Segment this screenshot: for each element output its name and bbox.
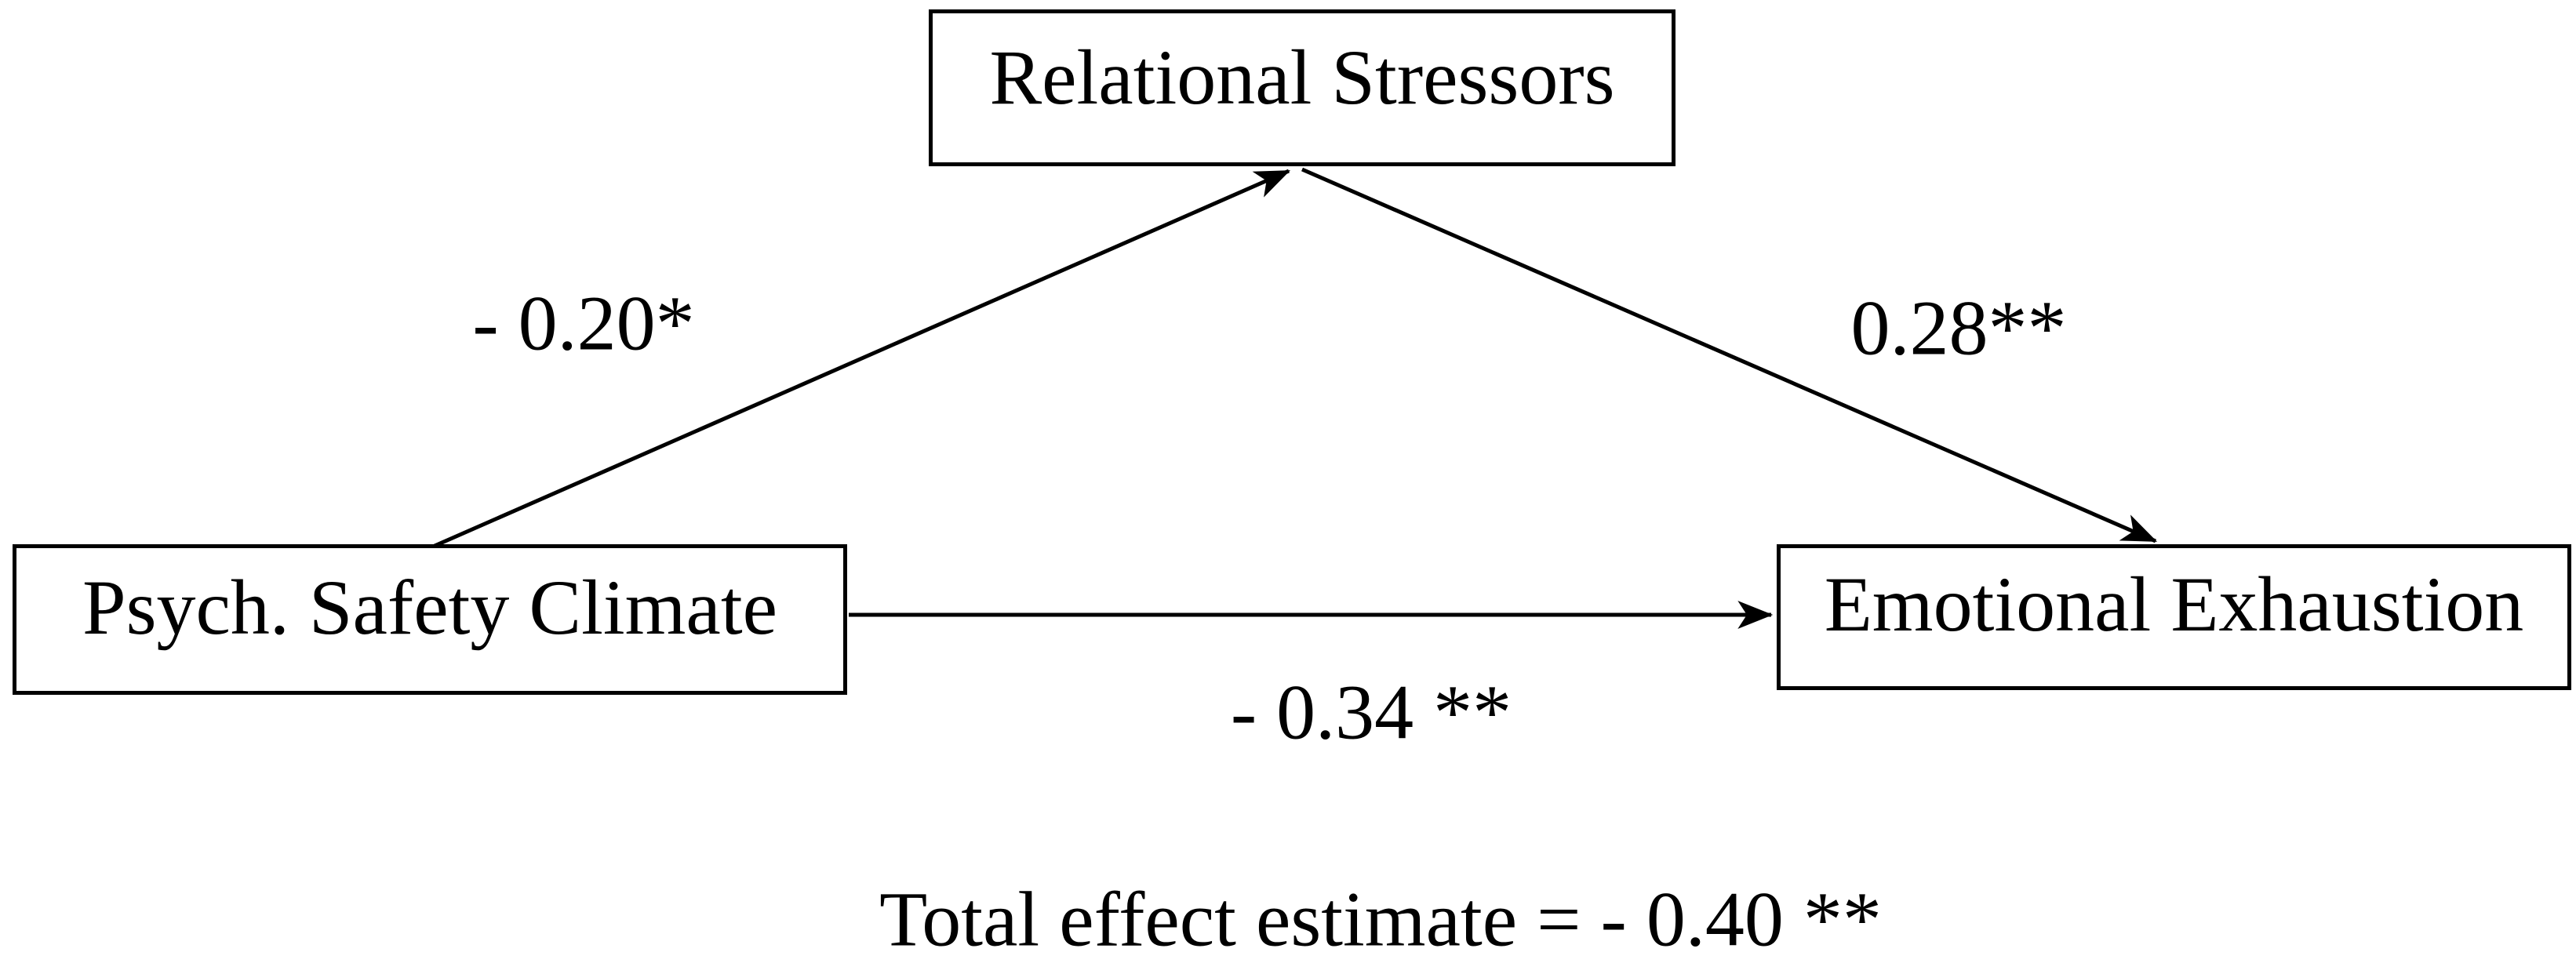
node-relational-stressors-label: Relational Stressors bbox=[989, 34, 1615, 121]
total-effect-text: Total effect estimate = - 0.40 ** bbox=[879, 875, 1882, 963]
path-c-coefficient: - 0.34 ** bbox=[1230, 668, 1512, 756]
node-relational-stressors: Relational Stressors bbox=[929, 9, 1675, 166]
path-a-coefficient: - 0.20* bbox=[472, 279, 695, 367]
path-b-arrow bbox=[1301, 167, 2158, 543]
path-b-coefficient: 0.28** bbox=[1850, 284, 2067, 372]
path-a-arrow bbox=[426, 169, 1291, 551]
node-psych-safety-climate: Psych. Safety Climate bbox=[13, 544, 847, 695]
node-emotional-exhaustion: Emotional Exhaustion bbox=[1777, 544, 2571, 690]
node-psych-safety-climate-label: Psych. Safety Climate bbox=[82, 564, 777, 651]
node-emotional-exhaustion-label: Emotional Exhaustion bbox=[1824, 561, 2524, 648]
